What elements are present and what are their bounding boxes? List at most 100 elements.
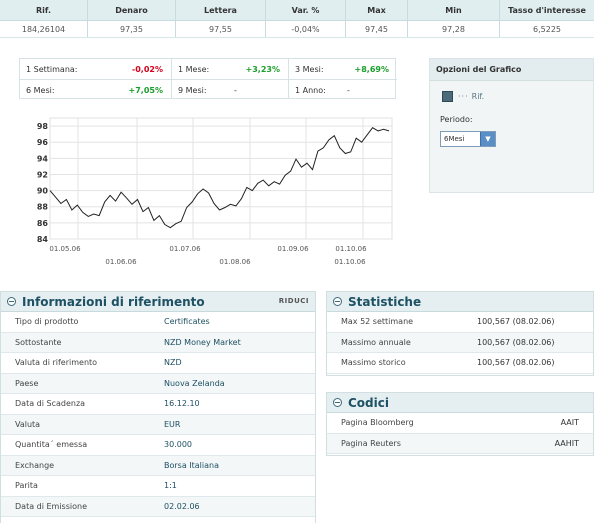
chart-y-axis: 84 86 88 90 92 94 96 98 bbox=[37, 122, 49, 244]
chart-options-panel: Opzioni del Grafico ··· Rif. Periodo: 6M… bbox=[429, 58, 594, 193]
stats-panel: Statistiche Max 52 settimane 100,567 (08.… bbox=[326, 291, 594, 376]
price-series-line bbox=[49, 127, 390, 229]
codes-panel-header[interactable]: Codici bbox=[327, 393, 593, 413]
quote-value-lettera: 97,55 bbox=[176, 21, 266, 37]
stats-rows: Max 52 settimane 100,567 (08.02.06) Massi… bbox=[327, 312, 593, 374]
quote-value-min: 97,28 bbox=[408, 21, 500, 37]
quote-value-var: -0,04% bbox=[266, 21, 346, 37]
perf-label: 1 Mese: bbox=[178, 64, 210, 74]
period-select[interactable]: 6Mesi ▼ bbox=[440, 131, 496, 147]
chevron-down-icon[interactable]: ▼ bbox=[480, 132, 495, 146]
period-select-value: 6Mesi bbox=[444, 135, 465, 143]
quote-header-lettera: Lettera bbox=[176, 0, 266, 20]
perf-value: +8,69% bbox=[354, 64, 389, 74]
table-row: Valuta EUR bbox=[1, 414, 315, 435]
chart-grid bbox=[49, 117, 393, 240]
info-panel: Informazioni di riferimento RIDUCI Tipo … bbox=[0, 291, 316, 523]
stats-panel-header[interactable]: Statistiche bbox=[327, 292, 593, 312]
row-value: Certificates bbox=[164, 317, 210, 327]
row-label: Data di Scadenza bbox=[15, 399, 86, 409]
row-value: NZD bbox=[164, 358, 182, 368]
info-rows: Tipo di prodotto Certificates Sottostante… bbox=[1, 312, 315, 517]
row-label: Valuta bbox=[15, 419, 41, 429]
table-row: Sottostante NZD Money Market bbox=[1, 332, 315, 353]
y-tick-label: 88 bbox=[37, 203, 49, 212]
x-tick-label: 01.07.06 bbox=[169, 245, 201, 253]
y-tick-label: 92 bbox=[37, 170, 48, 179]
quote-header-denaro: Denaro bbox=[88, 0, 176, 20]
table-row: Max 52 settimane 100,567 (08.02.06) bbox=[327, 312, 593, 333]
codes-rows: Pagina Bloomberg AAIT Pagina Reuters AAHIT bbox=[327, 413, 593, 454]
perf-9-mesi: 9 Mesi: - bbox=[172, 80, 288, 100]
quote-header-rif: Rif. bbox=[0, 0, 88, 20]
row-label: Quantita´ emessa bbox=[15, 440, 88, 450]
row-label: Pagina Bloomberg bbox=[341, 418, 414, 428]
row-label: Pagina Reuters bbox=[341, 438, 401, 448]
y-tick-label: 98 bbox=[37, 122, 49, 131]
perf-value: +3,23% bbox=[245, 64, 280, 74]
row-value: 100,567 (08.02.06) bbox=[477, 337, 555, 347]
legend-line-icon: ··· bbox=[458, 92, 469, 101]
table-row: Parita 1:1 bbox=[1, 476, 315, 497]
row-label: Massimo annuale bbox=[341, 337, 411, 347]
table-row: Quantita´ emessa 30.000 bbox=[1, 435, 315, 456]
x-tick-label: 01.10.06 bbox=[334, 258, 366, 266]
x-tick-label: 01.09.06 bbox=[277, 245, 309, 253]
perf-label: 1 Settimana: bbox=[26, 64, 78, 74]
collapse-link[interactable]: RIDUCI bbox=[278, 297, 309, 305]
row-label: Exchange bbox=[15, 460, 55, 470]
row-value: Borsa Italiana bbox=[164, 460, 220, 470]
info-panel-header[interactable]: Informazioni di riferimento RIDUCI bbox=[1, 292, 315, 312]
table-row: Data di Scadenza 16.12.10 bbox=[1, 394, 315, 415]
collapse-icon[interactable] bbox=[333, 398, 342, 407]
quote-header-row: Rif. Denaro Lettera Var. % Max Min Tasso… bbox=[0, 0, 594, 21]
row-value: 100,567 (08.02.06) bbox=[477, 358, 555, 368]
x-tick-label: 01.10.06 bbox=[335, 245, 367, 253]
row-label: Massimo storico bbox=[341, 358, 406, 368]
perf-6-mesi: 6 Mesi: +7,05% bbox=[20, 80, 171, 100]
row-label: Parita bbox=[15, 481, 38, 491]
quote-header-min: Min bbox=[408, 0, 500, 20]
table-row: Pagina Bloomberg AAIT bbox=[327, 413, 593, 434]
row-value: 1:1 bbox=[164, 481, 177, 491]
row-value: NZD Money Market bbox=[164, 337, 241, 347]
row-value: 16.12.10 bbox=[164, 399, 200, 409]
legend-checkbox[interactable] bbox=[442, 91, 453, 102]
row-value: 30.000 bbox=[164, 440, 192, 450]
perf-label: 9 Mesi: bbox=[178, 85, 207, 95]
codes-panel-title: Codici bbox=[348, 395, 389, 410]
performance-grid: 1 Settimana: -0,02% 1 Mese: +3,23% 3 Mes… bbox=[19, 58, 397, 100]
chart-x-axis: 01.05.06 01.07.06 01.09.06 01.10.06 01.06.06… bbox=[49, 245, 367, 266]
collapse-icon[interactable] bbox=[333, 297, 342, 306]
row-label: Max 52 settimane bbox=[341, 317, 414, 327]
x-tick-label: 01.06.06 bbox=[105, 258, 137, 266]
price-chart: 84 86 88 90 92 94 96 98 01.05.06 01.07.06 01.09.0… bbox=[37, 117, 393, 266]
table-row: Pagina Reuters AAHIT bbox=[327, 433, 593, 454]
quote-value-max: 97,45 bbox=[346, 21, 408, 37]
collapse-icon[interactable] bbox=[7, 297, 16, 306]
perf-label: 1 Anno: bbox=[295, 85, 326, 95]
quote-header-max: Max bbox=[346, 0, 408, 20]
table-row: Data di Emissione 02.02.06 bbox=[1, 496, 315, 517]
stats-panel-title: Statistiche bbox=[348, 294, 422, 309]
quote-header-tasso: Tasso d'interesse bbox=[508, 5, 586, 15]
perf-1-mese: 1 Mese: +3,23% bbox=[172, 59, 288, 79]
chart-options-title: Opzioni del Grafico bbox=[430, 59, 593, 81]
row-label: Tipo di prodotto bbox=[15, 317, 79, 327]
codes-panel: Codici Pagina Bloomberg AAIT Pagina Reute… bbox=[326, 392, 594, 456]
row-label: Data di Emissione bbox=[15, 501, 88, 511]
period-label: Periodo: bbox=[440, 115, 473, 124]
row-label: Paese bbox=[15, 378, 39, 388]
perf-value: - bbox=[347, 85, 350, 95]
chart-legend[interactable]: ··· Rif. bbox=[442, 91, 484, 102]
perf-value: +7,05% bbox=[128, 85, 163, 95]
y-tick-label: 96 bbox=[37, 138, 49, 147]
quote-header-var: Var. % bbox=[266, 0, 346, 20]
table-row: Massimo annuale 100,567 (08.02.06) bbox=[327, 332, 593, 353]
perf-value: - bbox=[234, 85, 237, 95]
quote-value-row: 184,26104 97,35 97,55 -0,04% 97,45 97,28… bbox=[0, 21, 594, 38]
y-tick-label: 86 bbox=[37, 219, 49, 228]
y-tick-label: 84 bbox=[37, 235, 49, 244]
quote-value-tasso: 6,5225 bbox=[533, 24, 561, 34]
row-value: Nuova Zelanda bbox=[164, 378, 225, 388]
